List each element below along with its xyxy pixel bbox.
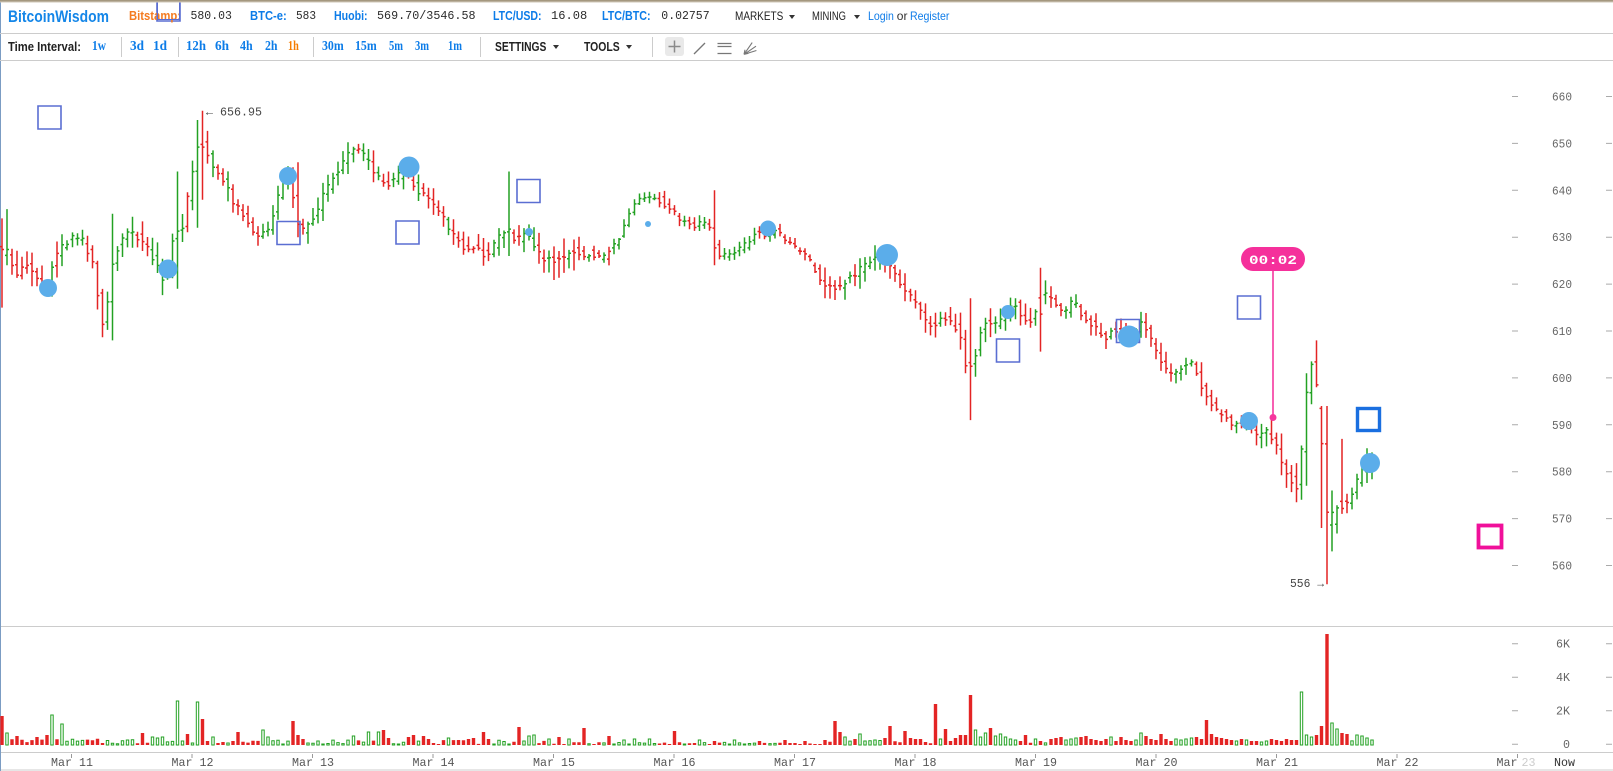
- svg-text:2K: 2K: [1556, 705, 1571, 719]
- svg-text:580: 580: [1552, 466, 1572, 480]
- svg-text:570: 570: [1552, 513, 1572, 527]
- svg-text:556 →: 556 →: [1290, 577, 1325, 591]
- svg-text:Mar 13: Mar 13: [292, 756, 334, 770]
- svg-text:0: 0: [1563, 738, 1570, 752]
- svg-text:Mar 16: Mar 16: [654, 756, 696, 770]
- svg-text:600: 600: [1552, 372, 1572, 386]
- svg-text:Mar 17: Mar 17: [774, 756, 816, 770]
- svg-text:Mar 22: Mar 22: [1377, 756, 1419, 770]
- svg-text:Mar 11: Mar 11: [51, 756, 93, 770]
- svg-text:660: 660: [1552, 91, 1572, 105]
- svg-text:Mar 15: Mar 15: [533, 756, 575, 770]
- svg-text:← 656.95: ← 656.95: [206, 106, 262, 120]
- svg-text:Mar 18: Mar 18: [895, 756, 937, 770]
- svg-text:6K: 6K: [1556, 638, 1571, 652]
- svg-text:4K: 4K: [1556, 671, 1571, 685]
- svg-text:590: 590: [1552, 419, 1572, 433]
- svg-text:640: 640: [1552, 184, 1572, 198]
- svg-text:00:02: 00:02: [1249, 253, 1297, 268]
- svg-text:610: 610: [1552, 325, 1572, 339]
- svg-text:Mar 12: Mar 12: [172, 756, 214, 770]
- svg-text:560: 560: [1552, 560, 1572, 574]
- svg-text:Mar: Mar: [1497, 756, 1518, 770]
- svg-text:Mar 19: Mar 19: [1015, 756, 1057, 770]
- svg-text:Now: Now: [1554, 756, 1576, 770]
- svg-text:650: 650: [1552, 137, 1572, 151]
- svg-text:Mar 14: Mar 14: [413, 756, 455, 770]
- svg-text:Mar 21: Mar 21: [1256, 756, 1298, 770]
- svg-text:23: 23: [1522, 756, 1536, 770]
- svg-text:630: 630: [1552, 231, 1572, 245]
- svg-text:Mar 20: Mar 20: [1136, 756, 1178, 770]
- svg-text:620: 620: [1552, 278, 1572, 292]
